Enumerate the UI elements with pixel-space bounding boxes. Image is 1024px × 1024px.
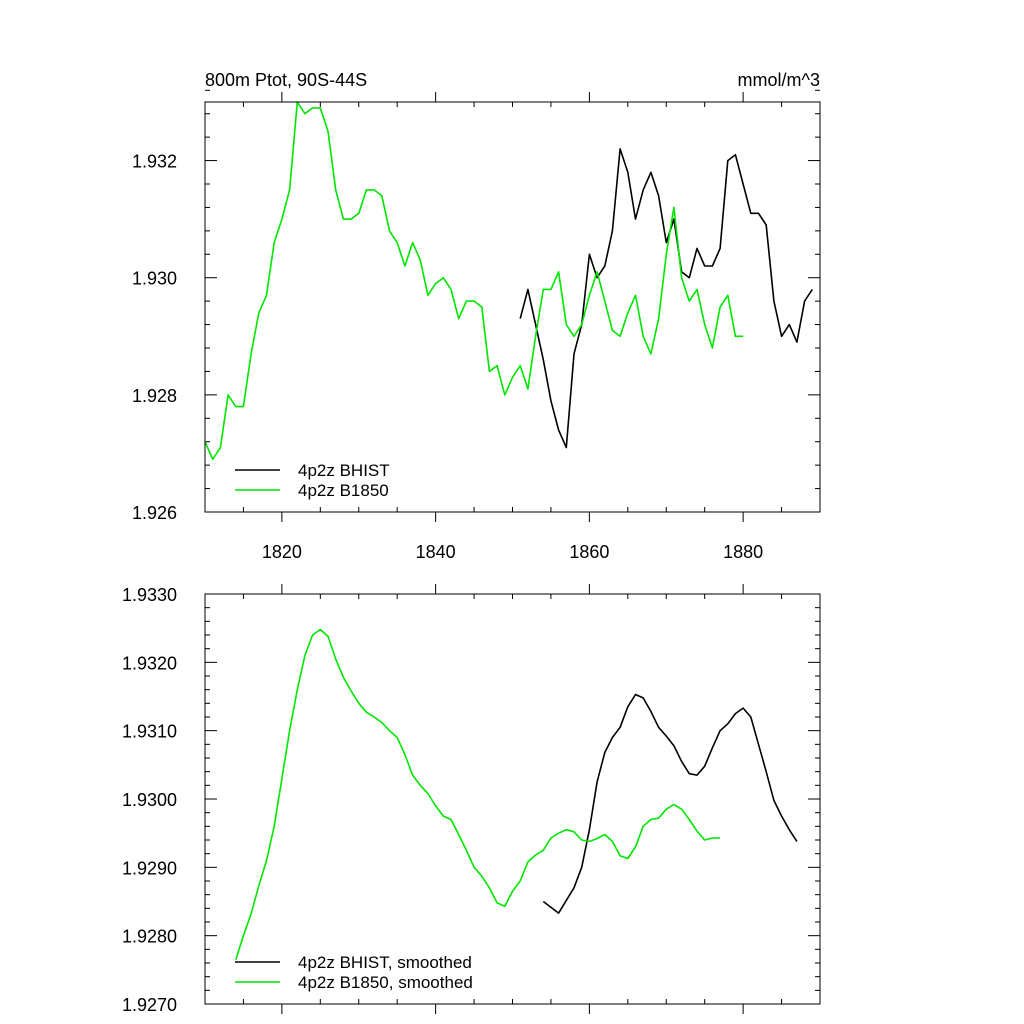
legend-label-b1850: 4p2z B1850: [298, 481, 389, 500]
y-tick-label: 1.930: [132, 269, 177, 289]
legend-label-bhist-smoothed: 4p2z BHIST, smoothed: [298, 953, 472, 972]
legend-label-b1850-smoothed: 4p2z B1850, smoothed: [298, 973, 473, 992]
bottom-chart-panel: 1.9270 1.9280 1.9290 1.9300 1.9310 1.9320 1.93…: [122, 584, 821, 1015]
y-tick-label: 1.9280: [122, 927, 177, 947]
x-tick-label: 1820: [262, 542, 302, 562]
y-tick-label: 1.926: [132, 503, 177, 523]
x-tick-label: 1860: [569, 542, 609, 562]
y-tick-label: 1.9330: [122, 585, 177, 605]
legend-label-bhist: 4p2z BHIST: [298, 461, 390, 480]
top-chart-legend: 4p2z BHIST 4p2z B1850: [235, 461, 390, 500]
y-tick-label: 1.928: [132, 386, 177, 406]
top-chart-title: 800m Ptot, 90S-44S: [205, 70, 367, 90]
y-tick-label: 1.932: [132, 152, 177, 172]
bottom-chart-legend: 4p2z BHIST, smoothed 4p2z B1850, smoothe…: [235, 953, 473, 992]
bottom-chart-axes-ticks: 1.9270 1.9280 1.9290 1.9300 1.9310 1.9320 1.93…: [122, 584, 821, 1015]
y-tick-label: 1.9310: [122, 722, 177, 742]
y-tick-label: 1.9290: [122, 858, 177, 878]
series-line-4p2z-b1850: [204, 101, 744, 461]
series-line-4p2z-b1850-smoothed: [235, 628, 721, 960]
x-tick-label: 1840: [416, 542, 456, 562]
y-tick-label: 1.9270: [122, 995, 177, 1015]
bottom-chart-series-lines: [235, 628, 798, 960]
y-tick-label: 1.9320: [122, 653, 177, 673]
top-chart-plot-frame: [204, 101, 821, 513]
series-line-4p2z-bhist-smoothed: [542, 693, 798, 914]
top-chart-series-lines: [204, 101, 813, 461]
top-chart-axes-ticks: 1820 1840 1860 1880 1.926 1.928 1.930 1.932: [132, 89, 821, 562]
x-tick-label: 1880: [723, 542, 763, 562]
top-chart-units: mmol/m^3: [738, 70, 820, 90]
bottom-chart-plot-frame: [204, 593, 821, 1005]
top-chart-panel: 800m Ptot, 90S-44S mmol/m^3 1820 1840 1860…: [132, 70, 821, 562]
y-tick-label: 1.9300: [122, 790, 177, 810]
series-line-4p2z-bhist: [519, 148, 813, 449]
